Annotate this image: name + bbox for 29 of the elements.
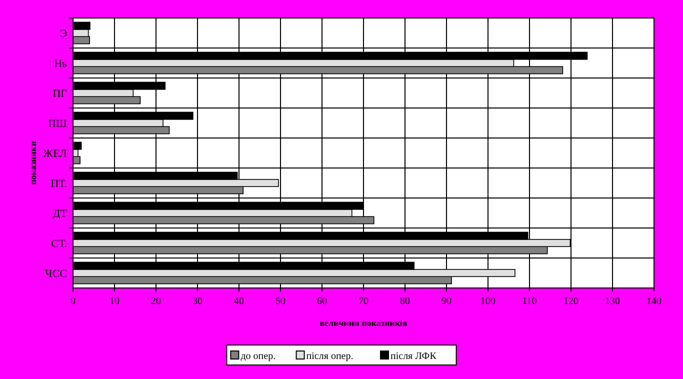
x-tick-label: 130 <box>605 296 620 307</box>
x-tick-label: 120 <box>564 296 578 307</box>
y-tick-label: ПТ. <box>50 178 68 190</box>
legend-label: після ЛФК <box>390 351 437 362</box>
x-tick-label: 60 <box>317 296 327 307</box>
x-tick-label: 30 <box>192 296 202 307</box>
x-tick-label: 140 <box>646 296 662 307</box>
x-tick-label: 80 <box>400 296 410 307</box>
x-tick-label: 110 <box>522 296 537 307</box>
y-tick-label: Э <box>60 28 67 40</box>
x-tick-label: 90 <box>442 296 452 307</box>
legend-label: після опер. <box>306 351 354 362</box>
y-tick-label: Нь <box>54 58 67 70</box>
y-axis-title: показники <box>28 141 38 185</box>
x-tick-label: 40 <box>234 296 244 307</box>
y-tick-label: ПГ <box>52 88 67 100</box>
y-tick-label: ЧСС <box>45 268 67 280</box>
x-tick-label: 100 <box>480 296 496 307</box>
x-tick-label: 10 <box>110 296 120 307</box>
x-tick-label: 50 <box>276 296 286 307</box>
x-tick-label: 0 <box>70 296 76 307</box>
y-tick-label: ПШ <box>48 118 67 130</box>
x-tick-label: 70 <box>358 296 368 307</box>
legend-label: до опер. <box>240 351 276 362</box>
y-tick-label: ЖЕЛ <box>43 148 68 160</box>
y-tick-label: ДТ <box>52 208 68 220</box>
y-tick-label: СТ. <box>51 238 68 250</box>
x-tick-label: 20 <box>151 296 161 307</box>
x-axis-title: величини показників <box>320 318 408 328</box>
